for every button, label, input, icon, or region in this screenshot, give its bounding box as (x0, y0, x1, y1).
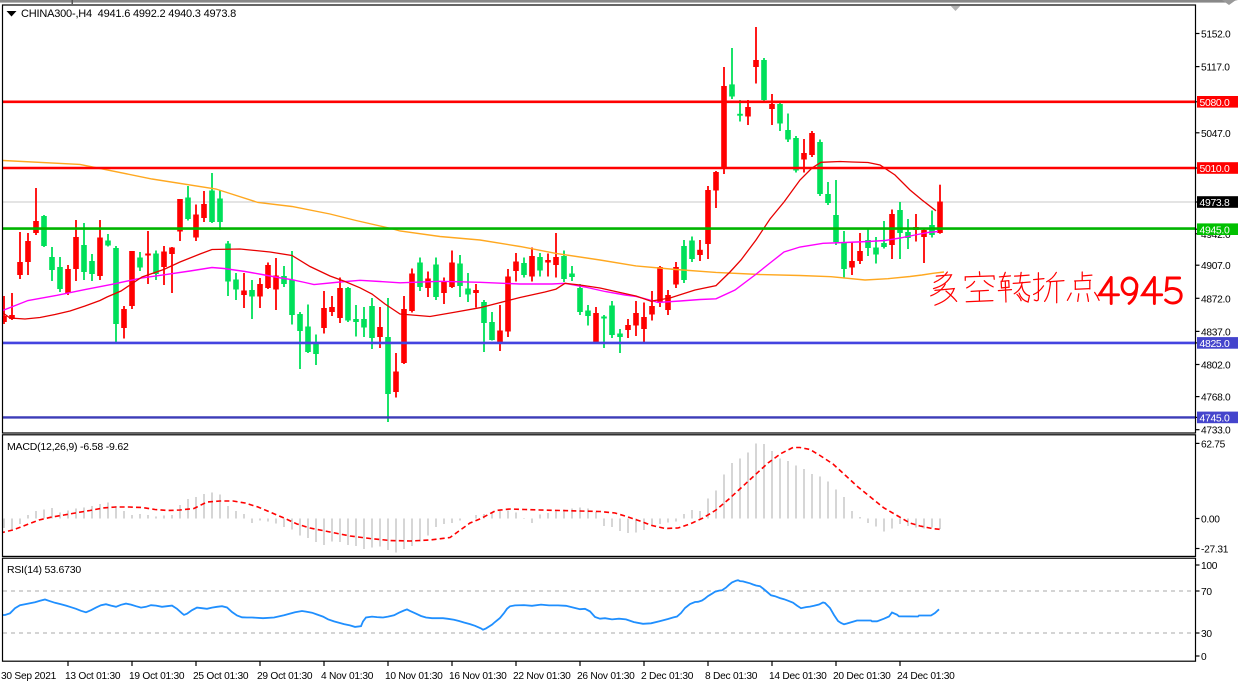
svg-text:0.00: 0.00 (1201, 515, 1220, 526)
svg-text:5080.0: 5080.0 (1200, 98, 1231, 109)
svg-text:30 Sep 2021: 30 Sep 2021 (1, 671, 57, 682)
svg-text:29 Oct 01:30: 29 Oct 01:30 (257, 671, 313, 682)
svg-text:20 Dec 01:30: 20 Dec 01:30 (833, 671, 891, 682)
svg-text:30: 30 (1201, 629, 1212, 640)
svg-text:16 Nov 01:30: 16 Nov 01:30 (449, 671, 507, 682)
svg-text:13 Oct 01:30: 13 Oct 01:30 (65, 671, 121, 682)
svg-text:5117.0: 5117.0 (1201, 63, 1230, 74)
svg-text:4945.0: 4945.0 (1200, 225, 1231, 236)
svg-text:4802.0: 4802.0 (1201, 361, 1231, 372)
svg-text:4768.0: 4768.0 (1201, 393, 1231, 404)
svg-text:5047.0: 5047.0 (1201, 129, 1231, 140)
svg-text:22 Nov 01:30: 22 Nov 01:30 (513, 671, 571, 682)
svg-text:4733.0: 4733.0 (1201, 426, 1231, 437)
svg-text:62.75: 62.75 (1201, 439, 1226, 450)
svg-text:4 Nov 01:30: 4 Nov 01:30 (321, 671, 374, 682)
svg-text:0: 0 (1201, 652, 1207, 663)
svg-text:4973.8: 4973.8 (1200, 198, 1231, 209)
svg-text:5152.0: 5152.0 (1201, 30, 1231, 41)
svg-text:5010.0: 5010.0 (1200, 164, 1231, 175)
svg-text:26 Nov 01:30: 26 Nov 01:30 (577, 671, 635, 682)
svg-text:4837.0: 4837.0 (1201, 327, 1231, 338)
svg-text:19 Oct 01:30: 19 Oct 01:30 (129, 671, 185, 682)
svg-text:MACD(12,26,9) -6.58 -9.62: MACD(12,26,9) -6.58 -9.62 (7, 441, 129, 453)
svg-text:-27.31: -27.31 (1201, 545, 1229, 556)
svg-text:25 Oct 01:30: 25 Oct 01:30 (193, 671, 249, 682)
svg-text:4942.0: 4942.0 (1201, 230, 1231, 241)
svg-text:4907.0: 4907.0 (1201, 261, 1231, 272)
svg-text:4825.0: 4825.0 (1200, 339, 1231, 350)
svg-text:8 Dec 01:30: 8 Dec 01:30 (705, 671, 758, 682)
svg-text:CHINA300-,H4 4941.6 4992.2 49: CHINA300-,H4 4941.6 4992.2 4940.3 4973.8 (21, 8, 236, 20)
svg-text:14 Dec 01:30: 14 Dec 01:30 (769, 671, 827, 682)
svg-text:2 Dec 01:30: 2 Dec 01:30 (641, 671, 694, 682)
svg-text:RSI(14) 53.6730: RSI(14) 53.6730 (7, 564, 81, 576)
svg-text:10 Nov 01:30: 10 Nov 01:30 (385, 671, 443, 682)
svg-text:100: 100 (1201, 561, 1218, 572)
svg-text:4745.0: 4745.0 (1200, 414, 1231, 425)
svg-text:4872.0: 4872.0 (1201, 294, 1231, 305)
svg-text:24 Dec 01:30: 24 Dec 01:30 (897, 671, 955, 682)
svg-text:70: 70 (1201, 587, 1212, 598)
